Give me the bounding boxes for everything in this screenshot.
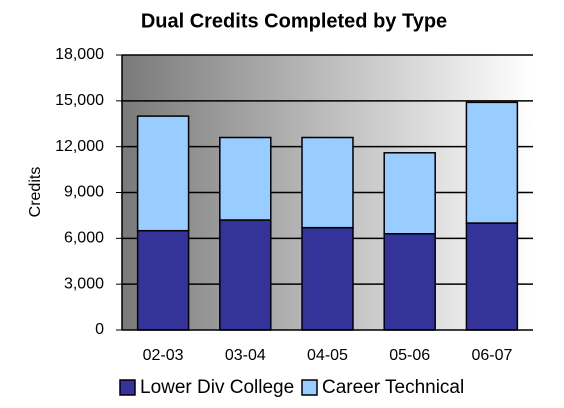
x-tick-label: 02-03 xyxy=(143,347,184,364)
bar-segment xyxy=(301,226,354,331)
chart-title: Dual Credits Completed by Type xyxy=(141,10,447,32)
legend-label: Lower Div College xyxy=(140,377,294,398)
bar-segment xyxy=(301,136,354,229)
bar-segment xyxy=(383,233,436,331)
y-tick-label: 15,000 xyxy=(55,92,104,109)
x-tick-label: 03-04 xyxy=(225,347,266,364)
bar-segment xyxy=(136,115,190,232)
y-tick-label: 18,000 xyxy=(55,46,104,63)
x-tick-label: 05-06 xyxy=(389,347,430,364)
bar-segment xyxy=(383,152,436,235)
y-tick-label: 6,000 xyxy=(64,230,104,247)
y-tick-label: 9,000 xyxy=(64,184,104,201)
legend-label: Career Technical xyxy=(322,377,464,398)
bar-segment xyxy=(219,136,272,221)
x-tick-label: 04-05 xyxy=(307,347,348,364)
y-tick-label: 12,000 xyxy=(55,138,104,155)
y-tick-label: 3,000 xyxy=(64,275,104,292)
bar-segment xyxy=(465,101,519,224)
bar-segment xyxy=(219,219,272,331)
y-axis-label: Credits xyxy=(27,167,44,218)
x-tick-label: 06-07 xyxy=(471,347,512,364)
bar-segment xyxy=(136,229,190,331)
y-tick-label: 0 xyxy=(95,321,104,338)
legend-swatch xyxy=(119,379,136,396)
bar-segment xyxy=(465,222,519,331)
legend-swatch xyxy=(301,379,318,396)
